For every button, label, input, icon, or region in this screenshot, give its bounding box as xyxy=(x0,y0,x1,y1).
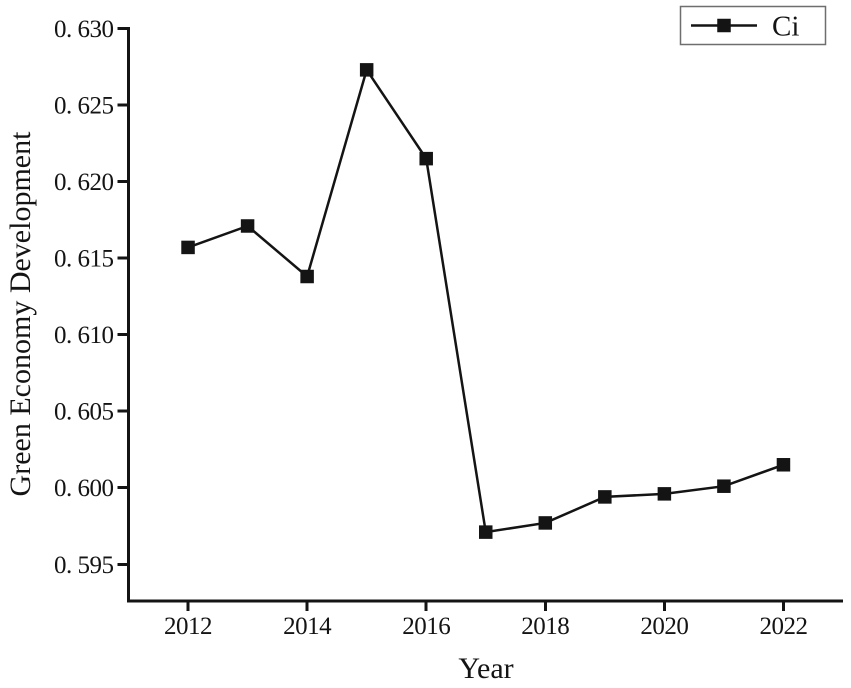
x-tick-label: 2022 xyxy=(759,613,807,640)
x-tick-label: 2014 xyxy=(283,613,332,640)
y-tick-label: 0. 630 xyxy=(54,16,114,43)
data-point-square-marker xyxy=(300,269,314,284)
x-tick-label: 2012 xyxy=(164,613,212,640)
data-point-square-marker xyxy=(538,516,553,530)
x-tick-label: 2016 xyxy=(402,613,450,640)
y-tick-label: 0. 600 xyxy=(54,475,114,502)
data-point-square-marker xyxy=(359,63,374,77)
data-series xyxy=(181,63,791,539)
data-point-square-marker xyxy=(776,458,791,472)
y-tick-label: 0. 620 xyxy=(54,169,114,196)
data-point-square-marker xyxy=(598,490,612,504)
data-point-square-marker xyxy=(181,240,195,255)
series-line xyxy=(187,66,784,534)
data-point-square-marker xyxy=(479,525,493,539)
x-tick-label: 2018 xyxy=(521,613,569,640)
legend: Ci xyxy=(679,5,827,46)
data-point-square-marker xyxy=(419,151,433,166)
y-tick-label: 0. 610 xyxy=(54,322,114,349)
y-tick-label: 0. 595 xyxy=(54,552,114,579)
y-tick-label: 0. 615 xyxy=(54,246,114,273)
data-point-square-marker xyxy=(240,219,255,233)
legend-square-marker-icon xyxy=(717,18,731,33)
x-axis-title: Year xyxy=(458,652,513,685)
data-point-square-marker xyxy=(657,487,672,501)
x-tick-label: 2020 xyxy=(640,613,688,640)
y-axis-title: Green Economy Development xyxy=(4,131,37,497)
legend-label: Ci xyxy=(772,11,799,43)
y-tick-label: 0. 605 xyxy=(54,399,114,426)
y-tick-label: 0. 625 xyxy=(54,93,114,120)
axes: 0. 595 0. 600 0. 605 0. 610 0. 615 0. 620 0. 6… xyxy=(54,16,843,640)
data-point-square-marker xyxy=(717,479,731,493)
